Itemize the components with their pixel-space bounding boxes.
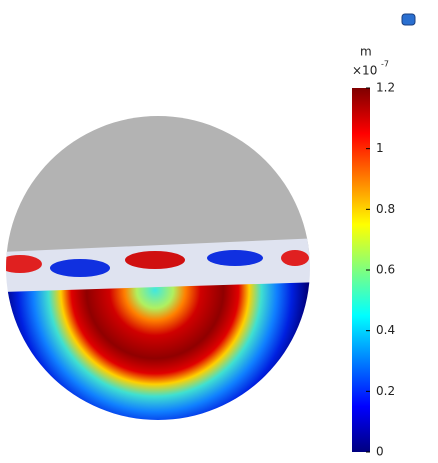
band-lobe [281, 250, 309, 266]
band-lobe [0, 255, 42, 273]
tick-label: 0.2 [376, 384, 395, 398]
tick-label: 0.6 [376, 263, 395, 277]
chart: m ×10 -7 0 0.2 0.4 0.6 0.8 1 1.2 [0, 0, 438, 459]
scale-label: ×10 [352, 64, 377, 78]
tick-label: 1.2 [376, 81, 395, 95]
tick-label: 0.8 [376, 202, 395, 216]
tick-label: 0 [376, 445, 384, 459]
band-lobe [50, 259, 110, 277]
tick-label: 1 [376, 141, 384, 155]
tick-label: 0.4 [376, 323, 395, 337]
top-cap [0, 110, 320, 255]
toolbar-icon[interactable] [402, 14, 415, 25]
sphere [0, 110, 320, 430]
unit: m [360, 45, 372, 59]
band-lobe [207, 250, 263, 266]
cross-section [0, 282, 320, 430]
scale-exponent: -7 [381, 60, 389, 69]
band-lobe [125, 251, 185, 269]
